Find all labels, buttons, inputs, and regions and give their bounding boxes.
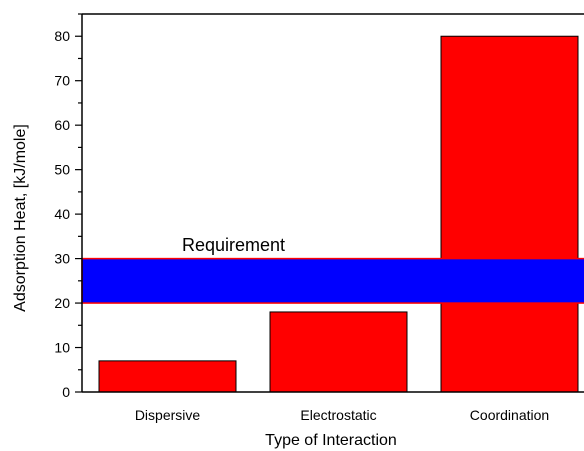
y-tick-label-10: 10 <box>54 340 70 356</box>
y-tick-label-0: 0 <box>62 384 70 400</box>
bar-dispersive <box>98 360 237 393</box>
requirement-label: Requirement <box>182 235 285 255</box>
y-tick-label-60: 60 <box>54 117 70 133</box>
x-tick-label-dispersive: Dispersive <box>135 407 201 423</box>
y-tick-label-50: 50 <box>54 162 70 178</box>
x-axis-label: Type of Interaction <box>265 432 397 449</box>
axes-layer: Dispersive Electrostatic Coordination 0 10 20… <box>54 13 584 423</box>
y-tick-label-30: 30 <box>54 251 70 267</box>
y-tick-label-80: 80 <box>54 28 70 44</box>
requirement-band <box>81 257 584 304</box>
y-tick-label-20: 20 <box>54 295 70 311</box>
y-tick-label-40: 40 <box>54 206 70 222</box>
requirement-band-layer <box>81 257 584 304</box>
y-axis-label: Adsorption Heat, [kJ/mole] <box>12 124 29 312</box>
y-tick-label-70: 70 <box>54 73 70 89</box>
bar-electrostatic <box>269 311 408 393</box>
x-tick-label-electrostatic: Electrostatic <box>300 407 376 423</box>
bars-layer <box>98 35 579 393</box>
bar-coordination <box>440 35 579 393</box>
x-tick-label-coordination: Coordination <box>470 407 549 423</box>
